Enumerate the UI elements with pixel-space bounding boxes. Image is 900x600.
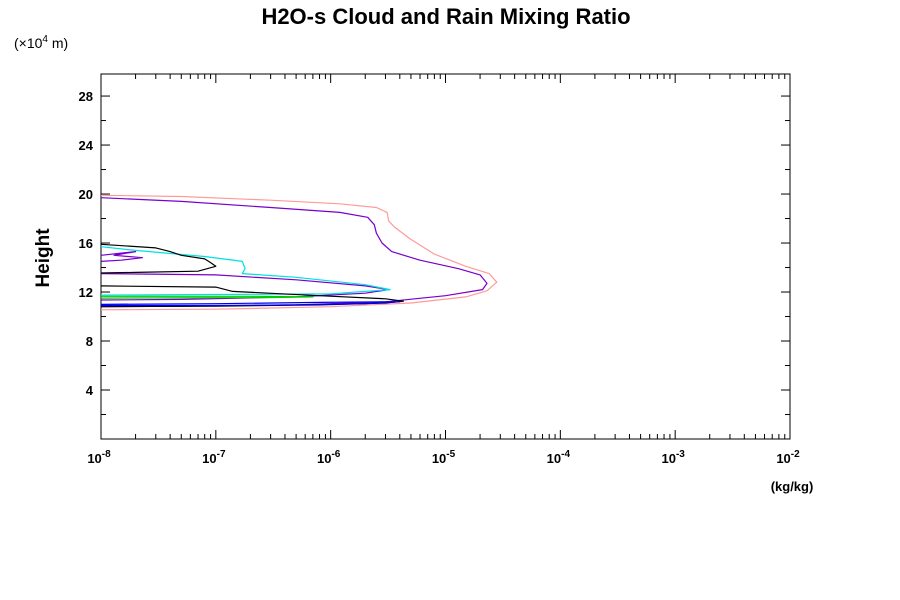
y-axis-label: Height (33, 228, 54, 288)
y-axis-unit-exponent: 4 (42, 34, 48, 45)
y-tick-label: 12 (79, 285, 93, 300)
x-tick-labels: 10-8 10-7 10-6 10-5 10-4 10-3 10-2 (87, 449, 800, 466)
axis-ticks (100, 74, 790, 439)
data-series (100, 194, 498, 311)
x-tick-label-exponent: -7 (217, 449, 226, 460)
y-tick-label: 4 (86, 383, 94, 398)
x-tick-label: 10-3 (661, 449, 685, 466)
y-tick-label: 8 (86, 334, 93, 349)
y-tick-labels: 4 8 12 16 20 24 28 (79, 89, 94, 398)
series-line-6 (100, 243, 217, 274)
x-tick-label-exponent: -3 (676, 449, 685, 460)
series-line-9 (100, 295, 314, 299)
y-tick-label: 24 (79, 138, 94, 153)
x-tick-label-exponent: -2 (791, 449, 800, 460)
x-tick-label-base: 10 (432, 451, 446, 466)
x-tick-label-exponent: -8 (102, 449, 111, 460)
y-tick-label: 16 (79, 236, 93, 251)
x-tick-label-base: 10 (547, 451, 561, 466)
x-tick-label-exponent: -4 (561, 449, 570, 460)
x-tick-label: 10-6 (317, 449, 341, 466)
x-tick-label-base: 10 (317, 451, 331, 466)
x-tick-label: 10-4 (547, 449, 571, 466)
y-axis-unit: (×104 m) (14, 34, 68, 51)
x-tick-label: 10-7 (202, 449, 226, 466)
series-line-1 (100, 194, 498, 311)
x-tick-label: 10-2 (776, 449, 800, 466)
x-tick-label-base: 10 (776, 451, 790, 466)
x-axis-unit: (kg/kg) (771, 479, 814, 494)
chart-title: H2O-s Cloud and Rain Mixing Ratio (261, 4, 630, 29)
x-tick-label-exponent: -6 (331, 449, 340, 460)
x-tick-label-base: 10 (87, 451, 101, 466)
x-tick-label: 10-5 (432, 449, 456, 466)
series-line-4 (100, 251, 144, 262)
y-tick-label: 20 (79, 187, 93, 202)
series-line-8 (100, 301, 401, 307)
x-tick-label-base: 10 (661, 451, 675, 466)
y-tick-label: 28 (79, 89, 93, 104)
y-axis-unit-prefix: (×10 (14, 35, 43, 51)
x-tick-label-base: 10 (202, 451, 216, 466)
x-tick-label-exponent: -5 (446, 449, 455, 460)
x-tick-label: 10-8 (87, 449, 111, 466)
y-axis-unit-suffix: m) (48, 35, 68, 51)
series-line-5 (100, 246, 391, 296)
